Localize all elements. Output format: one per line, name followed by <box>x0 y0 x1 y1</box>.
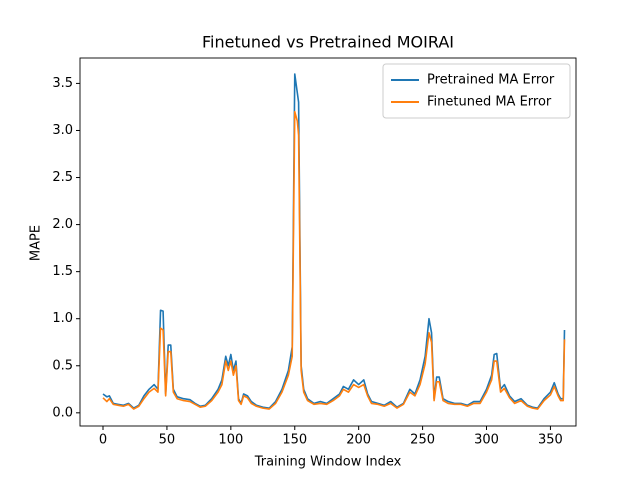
y-tick-label: 3.5 <box>52 76 73 91</box>
x-tick-label: 50 <box>159 433 176 448</box>
y-tick-label: 2.5 <box>52 170 73 185</box>
y-axis-label: MAPE <box>29 225 44 261</box>
x-tick-label: 300 <box>474 433 499 448</box>
x-tick-label: 0 <box>99 433 107 448</box>
x-axis-label: Training Window Index <box>254 455 402 470</box>
y-tick-label: 1.0 <box>52 311 73 326</box>
data-line <box>102 110 566 410</box>
y-tick-label: 0.5 <box>52 358 73 373</box>
x-tick-label: 100 <box>218 433 243 448</box>
y-tick-label: 2.0 <box>52 217 73 232</box>
y-tick-label: 0.0 <box>52 405 73 420</box>
chart-title: Finetuned vs Pretrained MOIRAI <box>202 33 454 52</box>
x-tick-label: 350 <box>538 433 563 448</box>
legend-label: Pretrained MA Error <box>427 73 555 88</box>
legend-box <box>382 63 571 119</box>
x-tick-label: 250 <box>410 433 435 448</box>
legend-label: Finetuned MA Error <box>427 95 552 110</box>
x-tick-label: 200 <box>346 433 371 448</box>
y-tick-label: 3.0 <box>52 123 73 138</box>
x-tick-label: 150 <box>282 433 307 448</box>
y-tick-label: 1.5 <box>52 264 73 279</box>
plot-frame <box>79 57 577 427</box>
